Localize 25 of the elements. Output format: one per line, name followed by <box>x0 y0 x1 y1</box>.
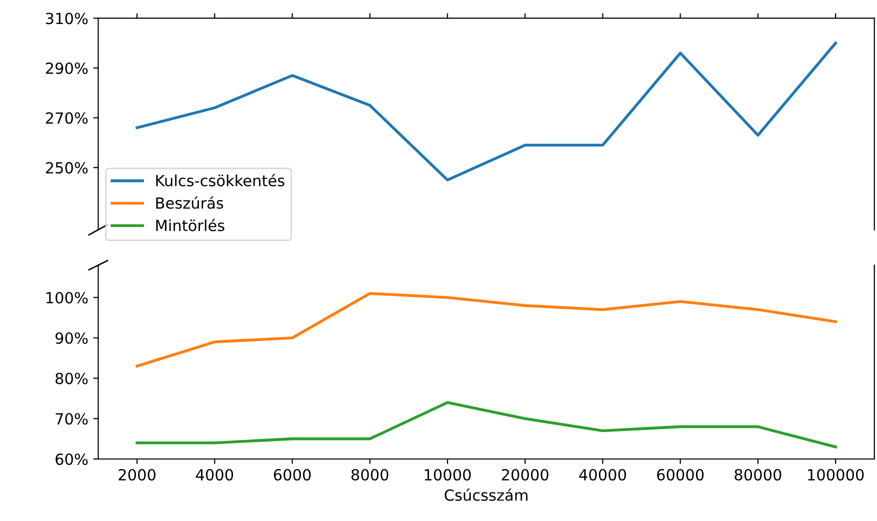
x-tick-label: 60000 <box>657 468 704 481</box>
y-tick-label: 90% <box>56 332 88 344</box>
x-tick-label: 100000 <box>808 468 864 481</box>
legend-label: Mintörlés <box>156 218 224 232</box>
line-series <box>136 292 837 368</box>
y-tick-label: 60% <box>56 453 88 466</box>
line-series <box>136 401 837 448</box>
y-tick-label: 80% <box>56 372 88 384</box>
legend-label: Kulcs-csökkentés <box>156 174 284 186</box>
y-tick-label: 310% <box>46 12 88 24</box>
x-tick-label: 8000 <box>351 468 388 481</box>
x-tick-label: 2000 <box>118 468 156 481</box>
x-tick-label: 4000 <box>196 468 234 481</box>
legend-label: Beszúrás <box>156 196 224 209</box>
x-tick-label: 20000 <box>502 468 548 481</box>
x-tick-label: 6000 <box>274 468 311 481</box>
x-tick-label: 40000 <box>579 468 626 481</box>
y-tick-label: 290% <box>46 62 88 74</box>
x-axis-title: Csúcsszám <box>444 488 528 501</box>
x-tick-label: 10000 <box>424 468 471 481</box>
y-tick-label: 100% <box>46 292 88 304</box>
y-tick-label: 250% <box>46 162 88 174</box>
y-tick-label: 270% <box>46 112 88 124</box>
y-tick-label: 70% <box>56 413 88 425</box>
x-tick-label: 80000 <box>734 468 782 481</box>
